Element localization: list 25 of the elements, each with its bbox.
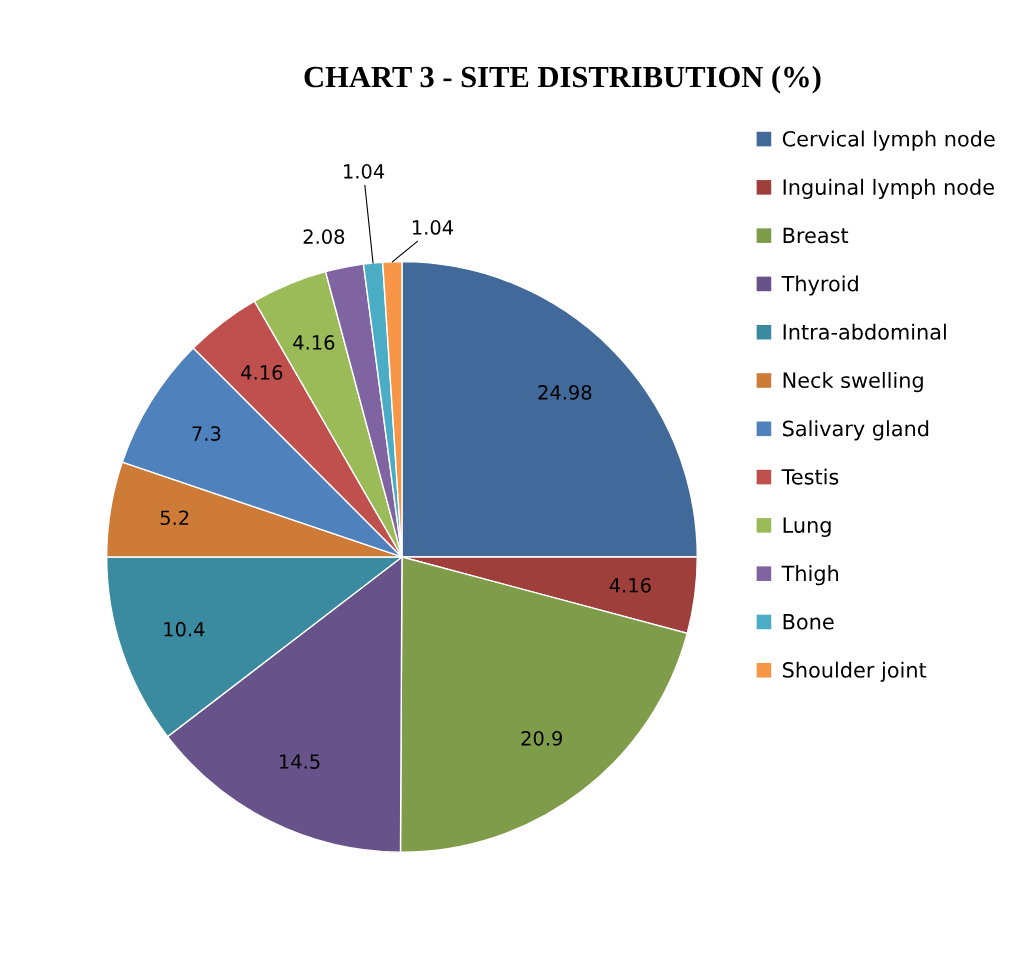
legend-label: Thigh (781, 565, 839, 586)
data-label: 5.2 (160, 510, 189, 526)
chart-title: CHART 3 - SITE DISTRIBUTION (%) (304, 65, 821, 94)
data-label: 4.16 (241, 365, 283, 380)
legend-label: Breast (783, 227, 849, 244)
data-label: 10.4 (164, 621, 205, 637)
legend-label: Bone (783, 614, 834, 630)
data-label: 2.08 (303, 229, 345, 244)
legend-label: Salivary gland (783, 420, 929, 441)
data-label: 1.04 (344, 164, 385, 179)
legend-label: Intra-abdominal (783, 323, 946, 340)
data-label: 1.04 (412, 220, 454, 235)
data-label: 4.16 (293, 335, 335, 350)
legend-label: Cervical lymph node (782, 130, 995, 151)
data-label: 20.9 (521, 730, 563, 746)
data-label: 14.5 (280, 754, 320, 769)
data-label: 4.16 (609, 577, 651, 593)
legend-label: Thyroid (781, 275, 858, 296)
legend-label: Shoulder joint (783, 661, 927, 682)
legend-label: Neck swelling (783, 371, 923, 393)
legend-label: Inguinal lymph node (783, 178, 994, 199)
legend-label: Testis (781, 468, 839, 485)
data-label: 24.98 (538, 385, 592, 400)
legend-label: Lung (783, 517, 831, 537)
data-label: 7.3 (192, 426, 221, 441)
